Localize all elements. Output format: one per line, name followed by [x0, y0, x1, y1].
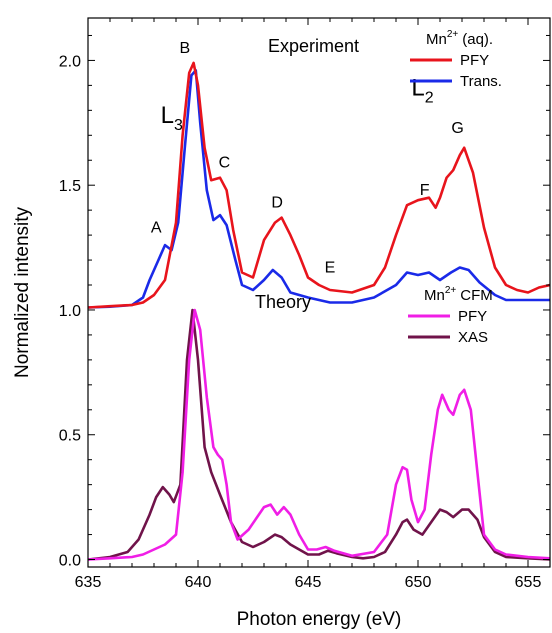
axes: 635 640 645 650 655 0.0 0.5 1.0 1.5 2.0 — [59, 17, 551, 591]
edge-label-l3: L3 — [161, 102, 183, 134]
legend-header-charge: 2+ — [445, 285, 457, 296]
legend-header-suffix: CFM — [460, 287, 493, 304]
x-tick-label: 635 — [75, 574, 102, 591]
legend-header-charge: 2+ — [447, 29, 459, 40]
edge-label-sub: 3 — [174, 117, 183, 134]
peak-label-d: D — [271, 195, 283, 212]
edge-label-main: L — [161, 102, 174, 129]
peak-label-e: E — [325, 260, 336, 277]
peak-label-a: A — [151, 220, 162, 237]
edge-label-sub: 2 — [425, 89, 434, 106]
y-tick-label: 2.0 — [59, 53, 81, 70]
y-tick-label: 0.0 — [59, 553, 81, 570]
theory-panel-title: Theory — [255, 292, 311, 312]
series-line-experiment-pfy — [88, 61, 550, 309]
y-tick-label: 1.5 — [59, 178, 81, 195]
edge-label-l2: L2 — [411, 74, 433, 106]
series-line-theory-pfy — [88, 308, 550, 561]
peak-label-g: G — [451, 120, 463, 137]
x-tick-label: 650 — [405, 574, 432, 591]
x-tick-label: 655 — [515, 574, 542, 591]
theory-legend-header: Mn2+ CFM — [424, 285, 493, 304]
theory-legend-label: PFY — [458, 308, 487, 325]
y-tick-label: 1.0 — [59, 303, 81, 320]
peak-label-f: F — [420, 182, 430, 199]
experiment-legend-label: Trans. — [460, 73, 502, 90]
legend-header-ion: Mn — [426, 31, 447, 48]
peak-label-c: C — [219, 155, 231, 172]
x-tick-label: 645 — [295, 574, 322, 591]
legend-header-suffix: (aq). — [462, 31, 493, 48]
plot-area — [88, 61, 550, 561]
y-tick-label: 0.5 — [59, 428, 81, 445]
edge-label-main: L — [411, 74, 424, 101]
experiment-panel-title: Experiment — [268, 36, 359, 56]
series-line-theory-xas — [88, 308, 550, 561]
x-tick-label: 640 — [185, 574, 212, 591]
theory-legend-label: XAS — [458, 329, 488, 346]
y-axis-title: Normalized intensity — [12, 206, 33, 378]
peak-label-b: B — [179, 40, 190, 57]
legend-header-ion: Mn — [424, 287, 445, 304]
series-line-experiment-trans — [88, 69, 550, 309]
experiment-legend-label: PFY — [460, 52, 489, 69]
plot-frame — [87, 17, 551, 568]
x-axis-title: Photon energy (eV) — [237, 609, 402, 630]
experiment-legend-header: Mn2+ (aq). — [426, 29, 493, 48]
